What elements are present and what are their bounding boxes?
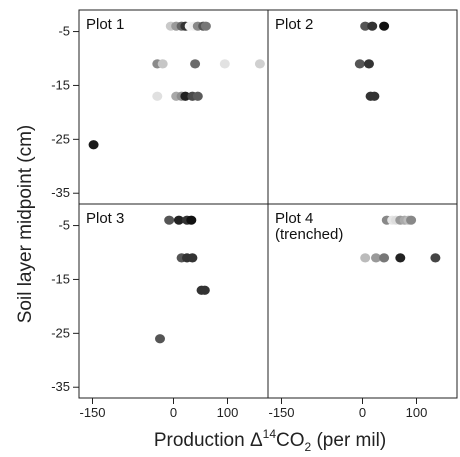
panel-2: Plot 2 [275, 16, 390, 101]
panel-label: Plot 3 [86, 210, 124, 227]
data-point [164, 215, 175, 225]
panel-label: Plot 2 [275, 16, 313, 33]
x-tick-label: 100 [217, 405, 239, 420]
panel-label: Plot 1 [86, 16, 124, 33]
data-point [190, 59, 201, 69]
data-point [173, 215, 184, 225]
data-point [379, 21, 390, 31]
data-point [186, 215, 197, 225]
data-point [367, 21, 378, 31]
panel-label: (trenched) [275, 226, 343, 243]
y-axis-title: Soil layer midpoint (cm) [15, 125, 36, 324]
data-point [199, 285, 210, 295]
x-tick-label: -150 [79, 405, 105, 420]
data-point [395, 253, 406, 263]
data-point [254, 59, 265, 69]
data-point [430, 253, 441, 263]
axes: -5 -15 -25 -35 -5 -15 -25 -35 -150 0 100 -150 0 100 [51, 9, 458, 420]
x-axis-title: Production Δ14CO2 (per mil) [154, 427, 386, 454]
data-point [88, 140, 99, 150]
panels: Plot 1 Plot 2 Plot 3 Plot 4(trenched) [86, 16, 441, 344]
data-point [379, 253, 390, 263]
data-point [155, 334, 165, 344]
x-tick-label: 100 [406, 405, 428, 420]
x-axis-title-part-3: (per mil) [311, 430, 386, 451]
data-point [354, 59, 365, 69]
data-point [152, 91, 163, 101]
panel-label: Plot 4 [275, 210, 313, 227]
x-tick-label: 0 [359, 405, 366, 420]
x-tick-label: -150 [268, 405, 294, 420]
y-tick-label: -15 [51, 77, 70, 92]
y-tick-label: -15 [51, 271, 70, 286]
y-tick-label: -25 [51, 131, 70, 146]
data-point [369, 91, 380, 101]
panel-3: Plot 3 [86, 210, 210, 344]
data-point [360, 253, 371, 263]
data-point [406, 215, 417, 225]
x-axis-title-part-1: Production Δ [154, 430, 263, 451]
y-tick-label: -5 [58, 218, 70, 233]
data-point [157, 59, 168, 69]
data-point [187, 253, 198, 263]
data-point [360, 21, 371, 31]
x-tick-label: 0 [170, 405, 177, 420]
panel-4: Plot 4(trenched) [275, 210, 441, 263]
data-point [219, 59, 230, 69]
data-point [363, 59, 374, 69]
y-tick-label: -35 [51, 379, 70, 394]
data-point [180, 91, 191, 101]
y-tick-label: -25 [51, 325, 70, 340]
x-axis-title-subscript: 2 [305, 440, 312, 454]
x-axis-title-superscript: 14 [263, 427, 277, 441]
x-axis-title-part-2: CO [276, 430, 305, 451]
panel-1: Plot 1 [86, 16, 265, 150]
data-point [200, 21, 211, 31]
y-tick-label: -35 [51, 185, 70, 200]
data-point [192, 91, 203, 101]
y-tick-label: -5 [58, 24, 70, 39]
data-point [371, 253, 381, 263]
